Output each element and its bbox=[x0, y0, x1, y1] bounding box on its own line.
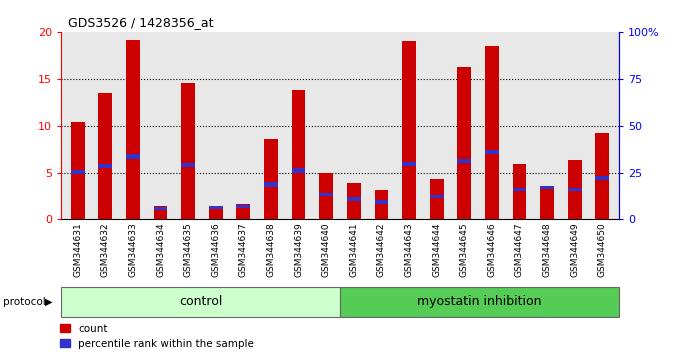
Bar bbox=[320, 172, 333, 219]
Bar bbox=[99, 93, 112, 219]
Bar bbox=[182, 163, 195, 167]
Bar bbox=[568, 188, 581, 191]
Bar bbox=[458, 159, 471, 163]
Bar bbox=[375, 190, 388, 219]
Bar bbox=[375, 200, 388, 204]
Bar bbox=[71, 170, 85, 175]
Bar bbox=[264, 139, 278, 219]
Bar bbox=[154, 206, 167, 219]
Bar bbox=[237, 205, 250, 208]
Bar bbox=[485, 46, 498, 219]
Bar bbox=[540, 186, 554, 219]
Bar bbox=[402, 162, 416, 166]
Bar bbox=[182, 84, 195, 219]
Bar bbox=[568, 160, 581, 219]
Bar bbox=[347, 198, 360, 201]
Bar bbox=[154, 207, 167, 210]
Bar bbox=[485, 150, 498, 154]
Text: protocol: protocol bbox=[3, 297, 46, 307]
Bar bbox=[126, 154, 140, 159]
Bar bbox=[237, 204, 250, 219]
Bar bbox=[430, 195, 443, 198]
Bar bbox=[209, 206, 222, 219]
Bar bbox=[292, 169, 305, 172]
Bar bbox=[402, 41, 416, 219]
Bar bbox=[126, 40, 140, 219]
Bar bbox=[458, 67, 471, 219]
Bar bbox=[292, 90, 305, 219]
Text: control: control bbox=[179, 295, 222, 308]
Bar bbox=[99, 164, 112, 168]
Text: ▶: ▶ bbox=[45, 297, 52, 307]
Bar bbox=[71, 122, 85, 219]
Bar bbox=[264, 182, 278, 187]
Bar bbox=[61, 287, 340, 317]
Bar bbox=[540, 186, 554, 189]
Legend: count, percentile rank within the sample: count, percentile rank within the sample bbox=[60, 324, 254, 349]
Bar bbox=[347, 183, 360, 219]
Bar bbox=[513, 164, 526, 219]
Bar bbox=[209, 206, 222, 209]
Bar bbox=[595, 133, 609, 219]
Text: myostatin inhibition: myostatin inhibition bbox=[417, 295, 542, 308]
Bar bbox=[320, 193, 333, 196]
Text: GDS3526 / 1428356_at: GDS3526 / 1428356_at bbox=[68, 16, 214, 29]
Bar bbox=[513, 188, 526, 191]
Bar bbox=[430, 179, 443, 219]
Bar bbox=[340, 287, 619, 317]
Bar bbox=[595, 176, 609, 180]
